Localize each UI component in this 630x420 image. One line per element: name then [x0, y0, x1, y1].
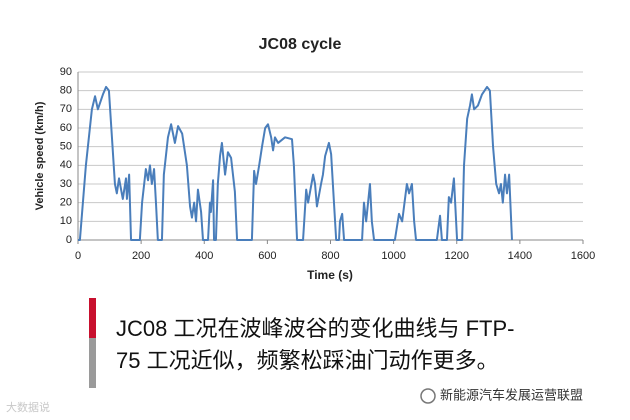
y-tick-label: 10 — [60, 215, 72, 227]
x-tick-label: 600 — [258, 250, 276, 262]
corner-mark: 大数据说 — [6, 400, 50, 414]
y-tick-label: 40 — [60, 159, 72, 171]
y-tick-label: 80 — [60, 85, 72, 97]
chart-title: JC08 cycle — [259, 36, 342, 53]
watermark-icon — [420, 388, 436, 404]
y-axis-label: Vehicle speed (km/h) — [34, 101, 46, 210]
watermark: 新能源汽车发展运营联盟 — [440, 387, 583, 402]
accent-bar-gray — [89, 338, 96, 388]
accent-bar — [89, 298, 96, 338]
x-tick-label: 1600 — [571, 250, 595, 262]
x-tick-label: 1200 — [445, 250, 469, 262]
y-tick-label: 0 — [66, 234, 72, 246]
x-tick-label: 1400 — [508, 250, 532, 262]
x-tick-label: 200 — [132, 250, 150, 262]
y-tick-label: 30 — [60, 178, 72, 190]
y-tick-label: 50 — [60, 141, 72, 153]
speed-line — [78, 85, 513, 241]
y-tick-label: 70 — [60, 103, 72, 115]
caption-line: JC08 工况在波峰波谷的变化曲线与 FTP- — [116, 316, 514, 341]
caption-line: 75 工况近似，频繁松踩油门动作更多。 — [116, 348, 499, 373]
x-tick-label: 0 — [75, 250, 81, 262]
x-tick-label: 400 — [195, 250, 213, 262]
y-tick-label: 20 — [60, 197, 72, 209]
x-tick-label: 1000 — [381, 250, 405, 262]
y-tick-label: 60 — [60, 122, 72, 134]
x-axis-label: Time (s) — [307, 268, 353, 282]
y-tick-label: 90 — [60, 66, 72, 78]
x-tick-label: 800 — [321, 250, 339, 262]
